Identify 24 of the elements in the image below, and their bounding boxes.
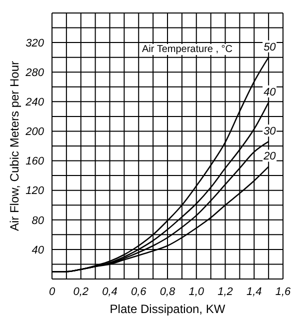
x-tick-label: 1,0 bbox=[188, 286, 205, 298]
y-tick-label: 200 bbox=[24, 126, 45, 138]
y-tick-label: 160 bbox=[26, 156, 45, 168]
x-tick-label: 0 bbox=[48, 286, 56, 298]
y-tick-label: 120 bbox=[26, 185, 45, 198]
x-tick-label: 0,6 bbox=[130, 286, 148, 298]
x-tick-label: 1,2 bbox=[218, 286, 233, 298]
x-tick-label: 1,6 bbox=[275, 286, 292, 298]
y-tick-label: 40 bbox=[32, 244, 45, 256]
series-label: 40 bbox=[264, 86, 277, 98]
x-tick-label: 0,2 bbox=[73, 286, 89, 298]
y-tick-label: 320 bbox=[26, 37, 45, 50]
x-axis-title: Plate Dissipation, KW bbox=[110, 302, 226, 316]
series-label: 20 bbox=[262, 150, 277, 163]
x-tick-label: 0,4 bbox=[102, 286, 118, 298]
series-label: 50 bbox=[264, 41, 277, 54]
y-tick-label: 280 bbox=[24, 67, 45, 80]
x-tick-label: 0,8 bbox=[160, 286, 176, 298]
y-axis-title: Air Flow, Cubic Meters per Hour bbox=[7, 60, 22, 232]
legend-title: Air Temperature , °C bbox=[140, 44, 235, 55]
y-tick-label: 80 bbox=[32, 214, 45, 227]
y-tick-label: 240 bbox=[24, 96, 45, 109]
series-label: 30 bbox=[264, 126, 277, 138]
x-tick-label: 1,4 bbox=[246, 286, 262, 298]
